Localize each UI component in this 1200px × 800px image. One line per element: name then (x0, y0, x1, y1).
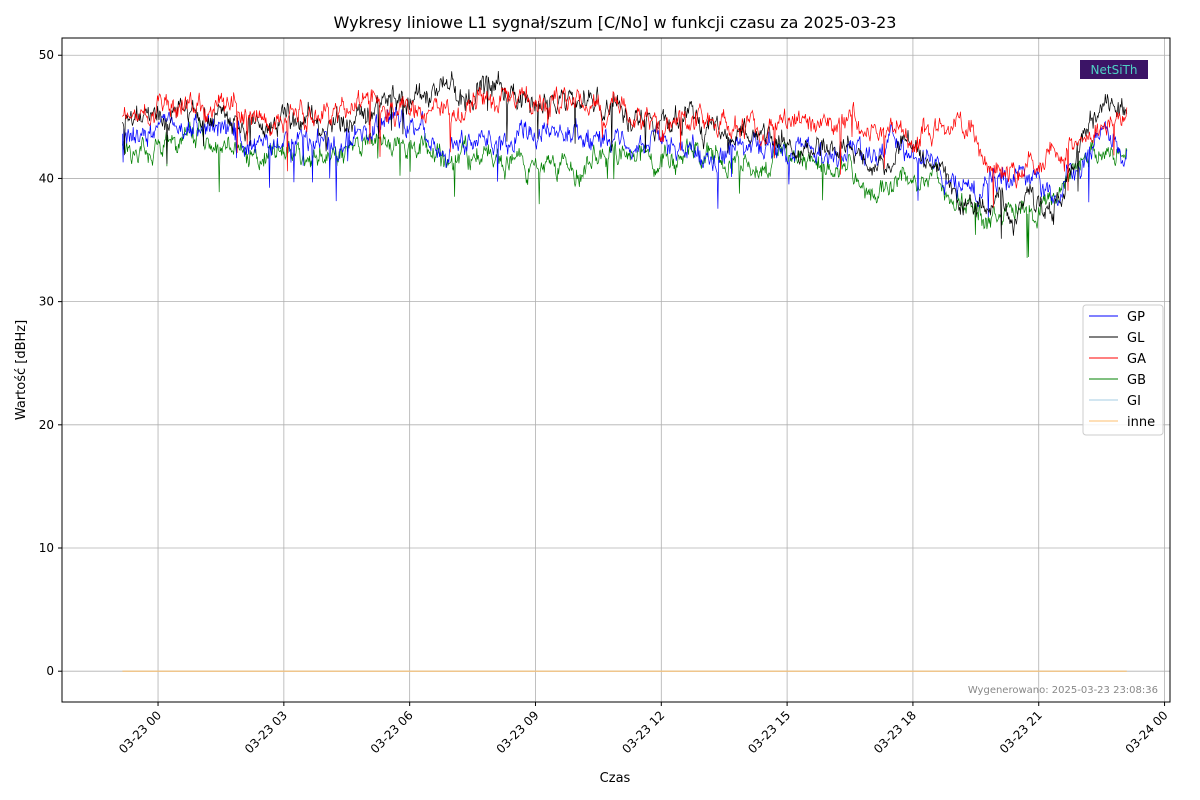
legend-label-gi: GI (1127, 394, 1141, 409)
legend-label-inne: inne (1127, 415, 1155, 430)
legend-label-ga: GA (1127, 352, 1146, 367)
legend: GP GL GA GB GI inne (1082, 304, 1164, 436)
series-layer (122, 70, 1128, 672)
y-tick-label: 10 (39, 541, 54, 555)
generated-timestamp: Wygenerowano: 2025-03-23 23:08:36 (968, 685, 1158, 696)
x-tick-label: 03-23 21 (997, 708, 1045, 756)
x-tick-label: 03-23 15 (745, 708, 793, 756)
x-tick-label: 03-23 00 (116, 708, 164, 756)
y-tick-label: 50 (39, 48, 54, 62)
logo-background (1080, 60, 1148, 79)
x-tick-label: 03-23 09 (494, 708, 542, 756)
x-tick-label: 03-24 00 (1123, 708, 1171, 756)
series-line-gp (122, 106, 1128, 218)
y-tick-label: 30 (39, 295, 54, 309)
legend-label-gl: GL (1127, 331, 1145, 346)
x-tick-label: 03-23 12 (619, 708, 667, 756)
chart-title: Wykresy liniowe L1 sygnał/szum [C/No] w … (334, 13, 897, 32)
series-line-gb (122, 119, 1128, 258)
y-tick-label: 40 (39, 171, 54, 185)
series-line-ga (122, 86, 1128, 208)
x-tick-label: 03-23 06 (368, 708, 416, 756)
grid-layer (62, 38, 1170, 702)
y-axis-title: Wartość [dBHz] (14, 320, 29, 420)
legend-label-gb: GB (1127, 373, 1146, 388)
logo: NetSiTh (1080, 60, 1148, 79)
x-tick-label: 03-23 18 (871, 708, 919, 756)
x-axis-title: Czas (600, 771, 631, 786)
x-axis: 03-23 00 03-23 03 03-23 06 03-23 09 03-23 12… (116, 702, 1171, 756)
y-axis: 0 10 20 30 40 50 (39, 48, 62, 678)
logo-text: NetSiTh (1091, 63, 1138, 77)
series-line-gl (122, 70, 1128, 239)
y-tick-label: 0 (46, 664, 54, 678)
y-tick-label: 20 (39, 418, 54, 432)
x-tick-label: 03-23 03 (242, 708, 290, 756)
legend-label-gp: GP (1127, 310, 1145, 325)
plot-frame (61, 37, 1171, 703)
